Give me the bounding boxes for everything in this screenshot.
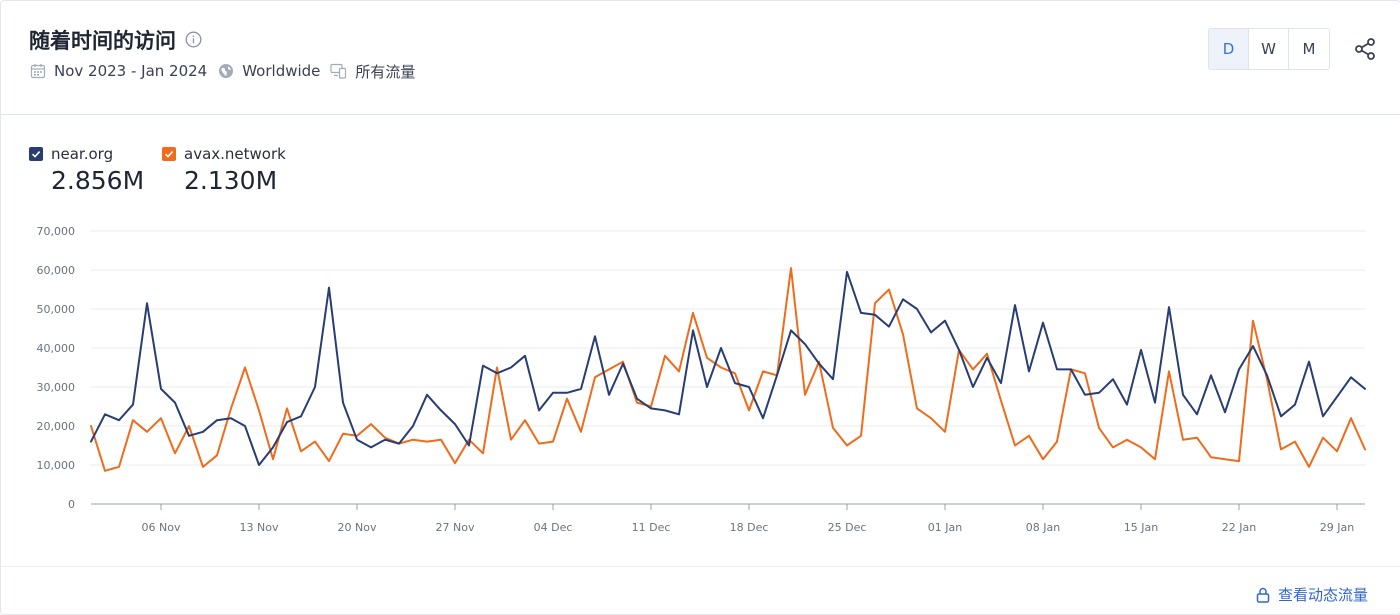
card-header: 随着时间的访问 Nov 2023 - Jan 2024 bbox=[1, 1, 1400, 115]
x-tick-label: 18 Dec bbox=[730, 521, 769, 534]
legend-item-near[interactable]: near.org 2.856M bbox=[29, 145, 144, 195]
x-tick-label: 15 Jan bbox=[1124, 521, 1158, 534]
x-tick-label: 22 Jan bbox=[1222, 521, 1256, 534]
legend-total: 2.130M bbox=[184, 166, 278, 195]
legend-item-avax[interactable]: avax.network 2.130M bbox=[162, 145, 286, 195]
legend-label: avax.network bbox=[184, 145, 286, 163]
granularity-month-button[interactable]: M bbox=[1289, 29, 1329, 69]
calendar-icon bbox=[29, 63, 46, 80]
devices-icon bbox=[330, 63, 347, 80]
region: Worldwide bbox=[242, 62, 321, 80]
checkbox-checked-icon[interactable] bbox=[162, 147, 176, 161]
x-tick-label: 06 Nov bbox=[142, 521, 181, 534]
lock-icon bbox=[1256, 587, 1270, 603]
y-tick-label: 10,000 bbox=[37, 459, 76, 472]
meta-row: Nov 2023 - Jan 2024 Worldwide 所有流量 bbox=[29, 61, 425, 81]
dynamic-traffic-link[interactable]: 查看动态流量 bbox=[1256, 584, 1368, 605]
granularity-day-button[interactable]: D bbox=[1209, 29, 1249, 69]
date-range: Nov 2023 - Jan 2024 bbox=[54, 62, 208, 80]
x-tick-label: 01 Jan bbox=[928, 521, 962, 534]
series-line-near-org bbox=[90, 270, 1366, 466]
globe-icon bbox=[217, 63, 234, 80]
share-icon[interactable] bbox=[1353, 37, 1377, 61]
y-tick-label: 60,000 bbox=[37, 264, 76, 277]
checkbox-checked-icon[interactable] bbox=[29, 147, 43, 161]
footer-divider bbox=[1, 566, 1400, 567]
card-title: 随着时间的访问 bbox=[29, 29, 176, 53]
x-tick-label: 04 Dec bbox=[534, 521, 573, 534]
visits-line-chart: 0 10,000 20,000 30,000 40,000 50,000 60,000 70,… bbox=[37, 225, 1366, 534]
x-tick-label: 11 Dec bbox=[632, 521, 671, 534]
y-tick-label: 70,000 bbox=[37, 225, 76, 238]
y-tick-label: 20,000 bbox=[37, 420, 76, 433]
x-tick-label: 13 Nov bbox=[240, 521, 279, 534]
x-tick-label: 08 Jan bbox=[1026, 521, 1060, 534]
legend-total: 2.856M bbox=[51, 166, 145, 195]
y-tick-label: 50,000 bbox=[37, 303, 76, 316]
y-tick-label: 40,000 bbox=[37, 342, 76, 355]
x-tick-label: 27 Nov bbox=[436, 521, 475, 534]
info-icon[interactable] bbox=[185, 31, 202, 48]
y-tick-label: 30,000 bbox=[37, 381, 76, 394]
x-tick-label: 29 Jan bbox=[1320, 521, 1354, 534]
x-tick-label: 20 Nov bbox=[338, 521, 377, 534]
series-line-avax-network bbox=[90, 267, 1366, 472]
x-tick-label: 25 Dec bbox=[828, 521, 867, 534]
traffic-type: 所有流量 bbox=[355, 62, 416, 81]
granularity-week-button[interactable]: W bbox=[1249, 29, 1289, 69]
legend-label: near.org bbox=[51, 145, 114, 163]
granularity-toggle: D W M bbox=[1208, 28, 1330, 70]
dynamic-traffic-label: 查看动态流量 bbox=[1278, 586, 1369, 604]
y-tick-label: 0 bbox=[68, 498, 75, 511]
